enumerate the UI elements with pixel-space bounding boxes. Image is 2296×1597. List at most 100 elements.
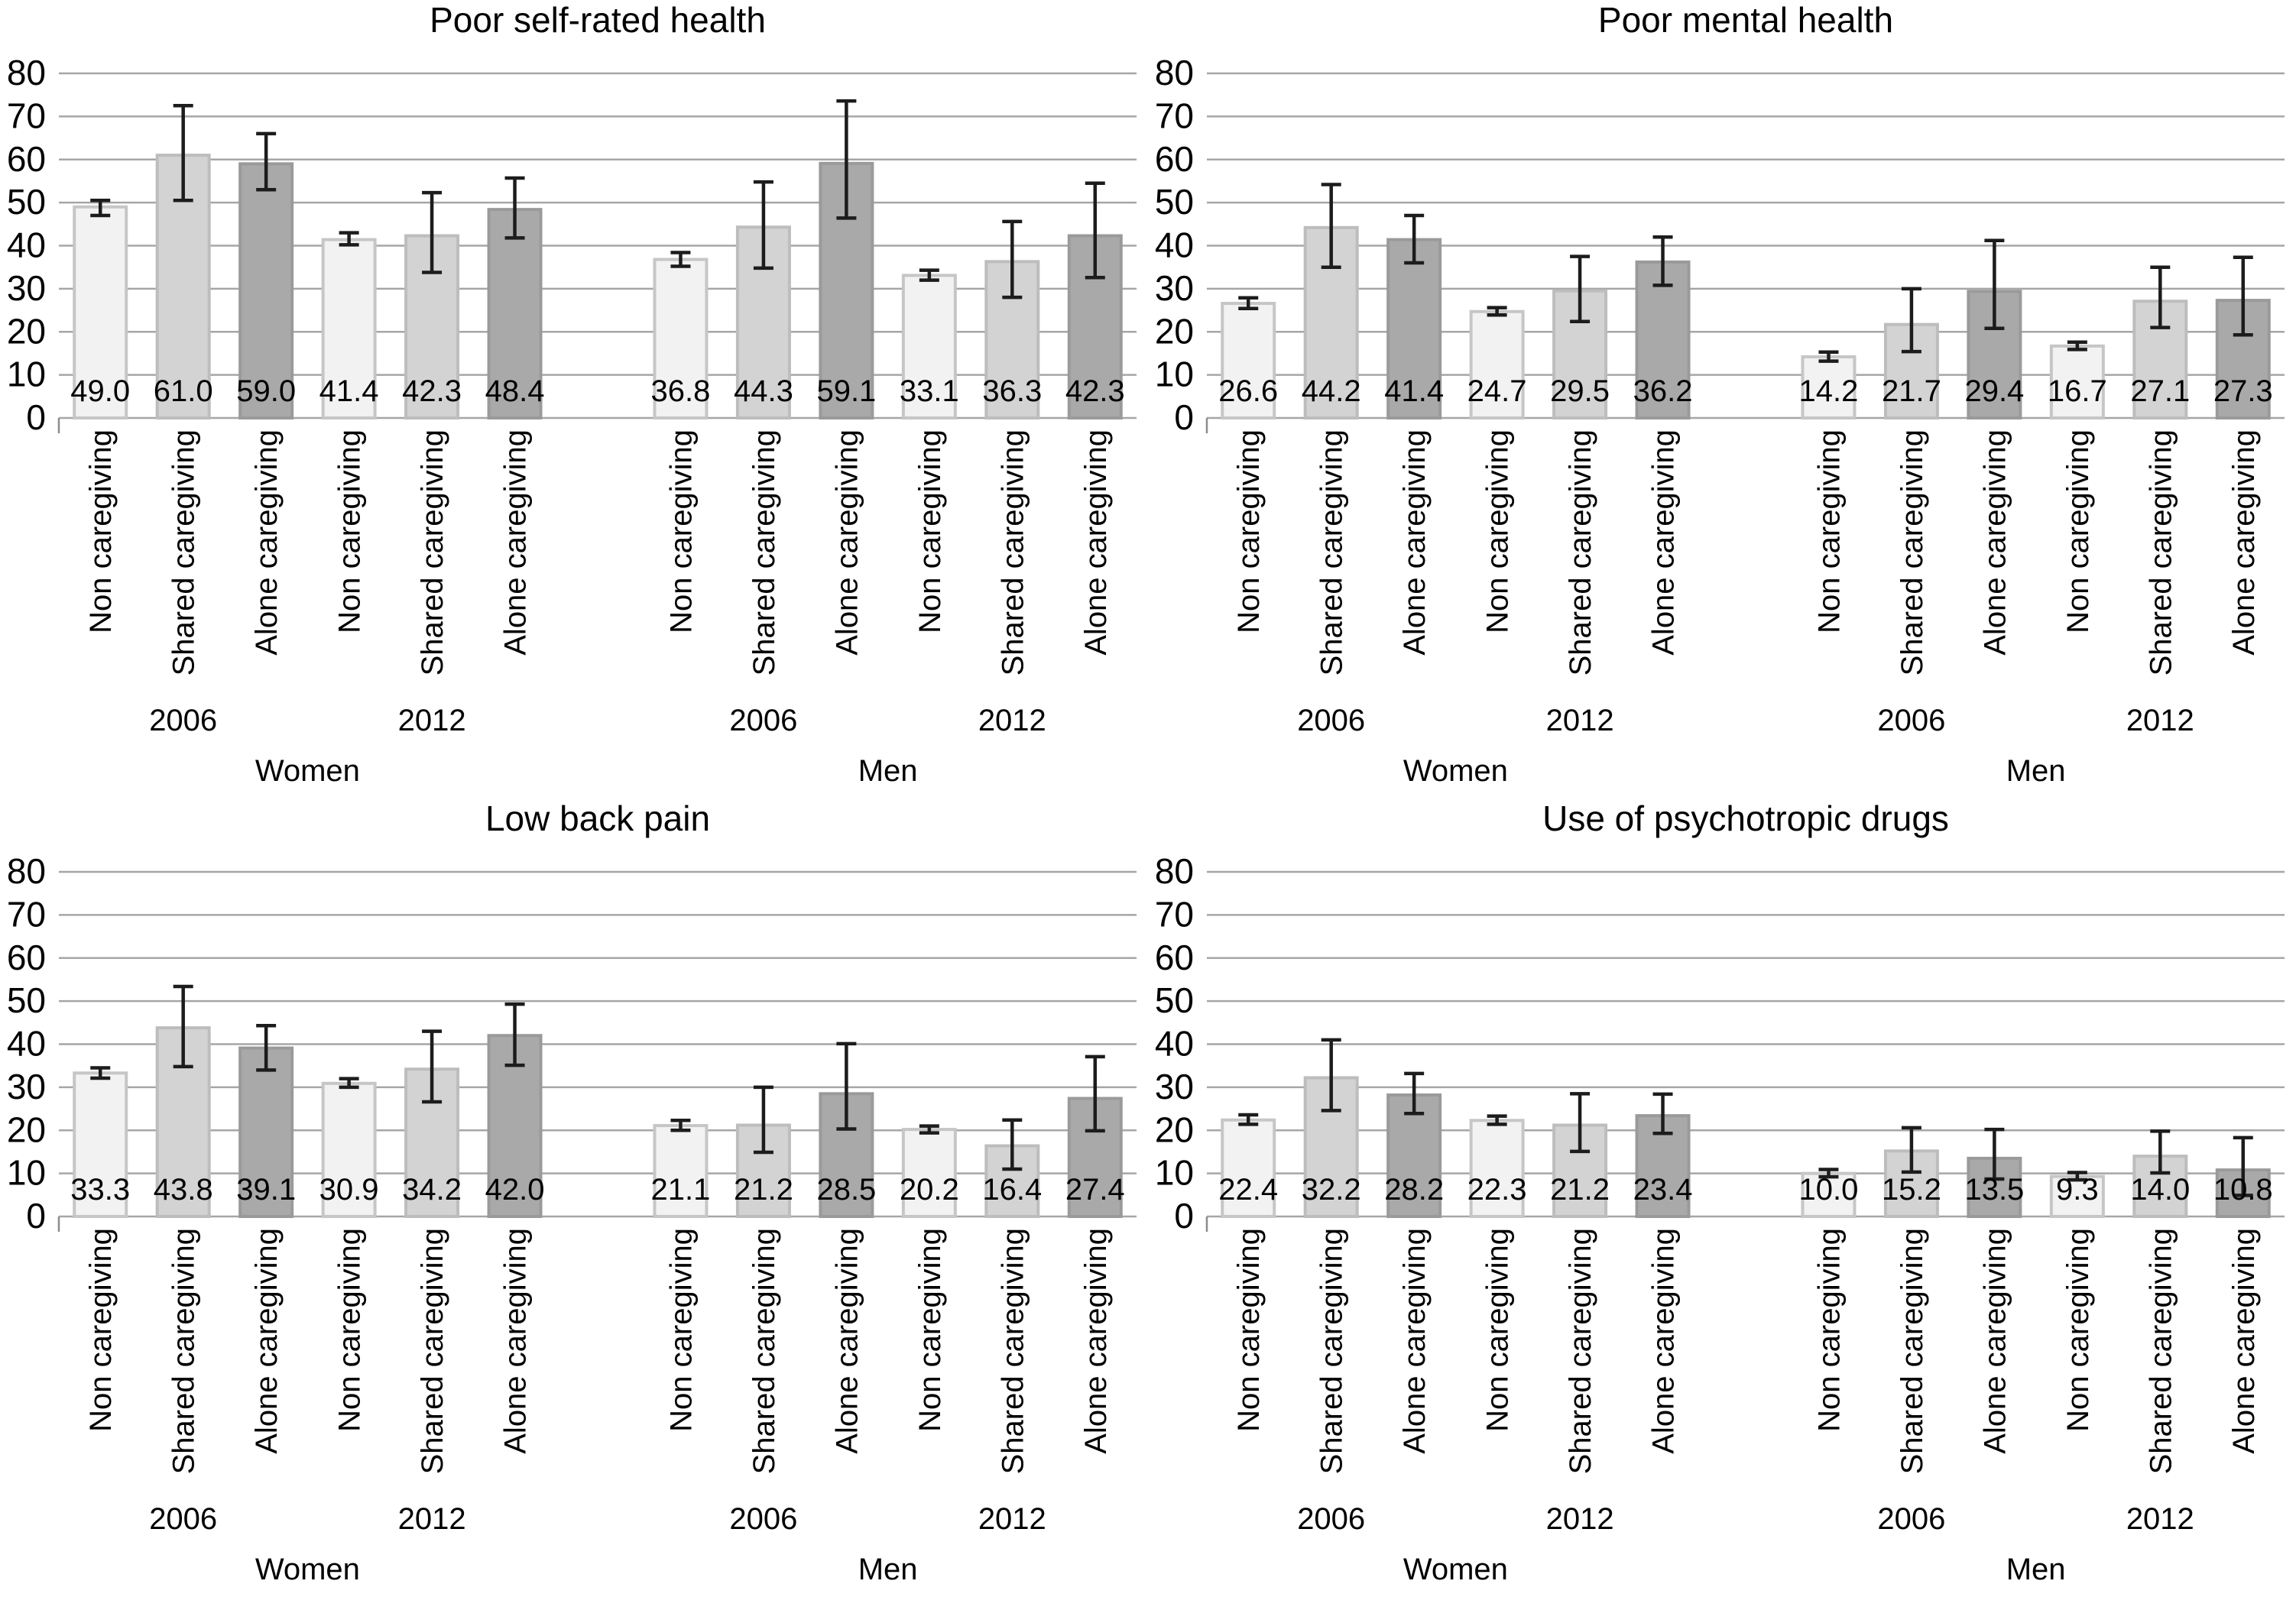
bar-value-label: 28.2: [1384, 1173, 1444, 1207]
bar-value-label: 16.4: [982, 1173, 1042, 1207]
year-label: 2012: [978, 704, 1046, 737]
bar-women-2012-non-caregiving: [321, 238, 377, 420]
bar-women-2006-non-caregiving: [1221, 1118, 1276, 1218]
bar-value-label: 61.0: [154, 374, 213, 408]
y-axis-tick-label: 70: [1155, 96, 1194, 135]
bar-value-label: 27.4: [1065, 1173, 1125, 1207]
y-axis-tick-label: 10: [1155, 355, 1194, 394]
y-axis-tick-label: 80: [7, 851, 46, 891]
gender-label-men: Men: [2006, 754, 2066, 788]
bar-men-2006-non-caregiving: [1801, 1171, 1857, 1218]
bar-value-label: 10.0: [1799, 1173, 1859, 1207]
y-axis-tick-label: 60: [7, 139, 46, 179]
y-axis-tick-label: 40: [1155, 225, 1194, 265]
gender-label-women: Women: [1403, 1553, 1508, 1586]
year-label: 2012: [2126, 1502, 2194, 1536]
y-axis-tick-label: 0: [1174, 1196, 1194, 1236]
x-axis-category-label: Non caregiving: [2061, 429, 2095, 633]
x-axis-category-label: Non caregiving: [664, 1228, 698, 1432]
bar-value-label: 33.1: [900, 374, 959, 408]
year-label: 2012: [398, 704, 466, 737]
bar-men-2006-shared-caregiving: [735, 1123, 791, 1218]
x-axis-category-label: Non caregiving: [2061, 1228, 2095, 1432]
bar-value-label: 21.2: [1550, 1173, 1610, 1207]
bar-value-label: 14.2: [1799, 374, 1859, 408]
y-axis-tick-label: 30: [1155, 1067, 1194, 1106]
x-axis-category-label: Alone caregiving: [1079, 1228, 1113, 1454]
year-label: 2012: [1546, 1502, 1614, 1536]
x-axis-category-label: Alone caregiving: [2227, 429, 2261, 656]
y-axis-tick-label: 50: [7, 980, 46, 1020]
x-axis-category-label: Non caregiving: [1481, 1228, 1515, 1432]
y-axis-tick-label: 10: [7, 355, 46, 394]
year-label: 2006: [1877, 704, 1945, 737]
x-axis-category-label: Alone caregiving: [2227, 1228, 2261, 1454]
bar-value-label: 41.4: [1384, 374, 1444, 408]
x-axis-category-label: Alone caregiving: [499, 1228, 533, 1454]
y-axis-tick-label: 70: [7, 96, 46, 135]
bar-value-label: 15.2: [1882, 1173, 1941, 1207]
year-label: 2006: [729, 1502, 797, 1536]
bar-value-label: 49.0: [70, 374, 130, 408]
bar-value-label: 26.6: [1218, 374, 1278, 408]
year-label: 2006: [1877, 1502, 1945, 1536]
bar-value-label: 22.3: [1467, 1173, 1527, 1207]
x-axis-category-label: Non caregiving: [1812, 429, 1846, 633]
bar-value-label: 9.3: [2056, 1173, 2099, 1207]
gender-label-men: Men: [858, 754, 918, 788]
x-axis-category-label: Shared caregiving: [1895, 429, 1929, 675]
chart-panel-2: Poor mental health 0 10 20 30 40 50 60 70 80 26.6 N…: [1148, 0, 2296, 798]
x-axis-category-label: Shared caregiving: [747, 429, 781, 675]
x-axis-category-label: Alone caregiving: [250, 1228, 284, 1454]
y-axis-tick-label: 40: [7, 225, 46, 265]
y-axis-tick-label: 50: [1155, 182, 1194, 222]
x-axis-category-label: Alone caregiving: [250, 429, 284, 656]
y-axis-tick-label: 20: [1155, 311, 1194, 351]
bar-value-label: 59.1: [816, 374, 876, 408]
y-axis-tick-label: 60: [1155, 139, 1194, 179]
x-axis-category-label: Shared caregiving: [996, 429, 1030, 675]
year-label: 2006: [729, 704, 797, 737]
bar-value-label: 21.2: [734, 1173, 793, 1207]
bar-value-label: 43.8: [154, 1173, 213, 1207]
chart-panel-1: Poor self-rated health 0 10 20 30 40 50 60 70 80 4…: [0, 0, 1148, 798]
bar-value-label: 29.4: [1964, 374, 2024, 408]
y-axis-tick-label: 0: [26, 397, 46, 437]
x-axis-category-label: Shared caregiving: [1564, 429, 1597, 675]
y-axis-tick-label: 10: [7, 1153, 46, 1193]
bar-women-2006-alone-caregiving: [238, 162, 294, 419]
x-axis-category-label: Shared caregiving: [2144, 1228, 2178, 1474]
gender-label-women: Women: [1403, 754, 1508, 788]
bar-value-label: 59.0: [236, 374, 296, 408]
bar-value-label: 39.1: [236, 1173, 296, 1207]
y-axis-tick-label: 50: [1155, 980, 1194, 1020]
year-label: 2012: [978, 1502, 1046, 1536]
x-axis-category-label: Non caregiving: [913, 429, 947, 633]
bar-value-label: 42.0: [485, 1173, 545, 1207]
x-axis-category-label: Non caregiving: [1232, 1228, 1266, 1432]
bar-value-label: 13.5: [1964, 1173, 2024, 1207]
year-label: 2012: [1546, 704, 1614, 737]
x-axis-category-label: Non caregiving: [1812, 1228, 1846, 1432]
y-axis-tick-label: 30: [7, 1067, 46, 1106]
x-axis-category-label: Non caregiving: [913, 1228, 947, 1432]
x-axis-category-label: Alone caregiving: [830, 429, 864, 656]
y-axis-tick-label: 30: [7, 268, 46, 308]
chart-panel-3: Low back pain 0 10 20 30 40 50 60 70 80 33.3 Non ca…: [0, 798, 1148, 1597]
gender-label-women: Women: [255, 1553, 360, 1586]
bar-value-label: 44.3: [734, 374, 793, 408]
bar-men-2012-non-caregiving: [901, 1128, 957, 1218]
y-axis-tick-label: 40: [1155, 1024, 1194, 1064]
x-axis-category-label: Non caregiving: [84, 429, 118, 633]
x-axis-category-label: Non caregiving: [664, 429, 698, 633]
gender-label-men: Men: [2006, 1553, 2066, 1586]
bar-value-label: 29.5: [1550, 374, 1610, 408]
x-axis-category-label: Alone caregiving: [830, 1228, 864, 1454]
bar-value-label: 14.0: [2130, 1173, 2190, 1207]
bar-men-2006-alone-caregiving: [1967, 1156, 2022, 1218]
x-axis-category-label: Shared caregiving: [167, 1228, 201, 1474]
x-axis-category-label: Alone caregiving: [1978, 429, 2012, 656]
